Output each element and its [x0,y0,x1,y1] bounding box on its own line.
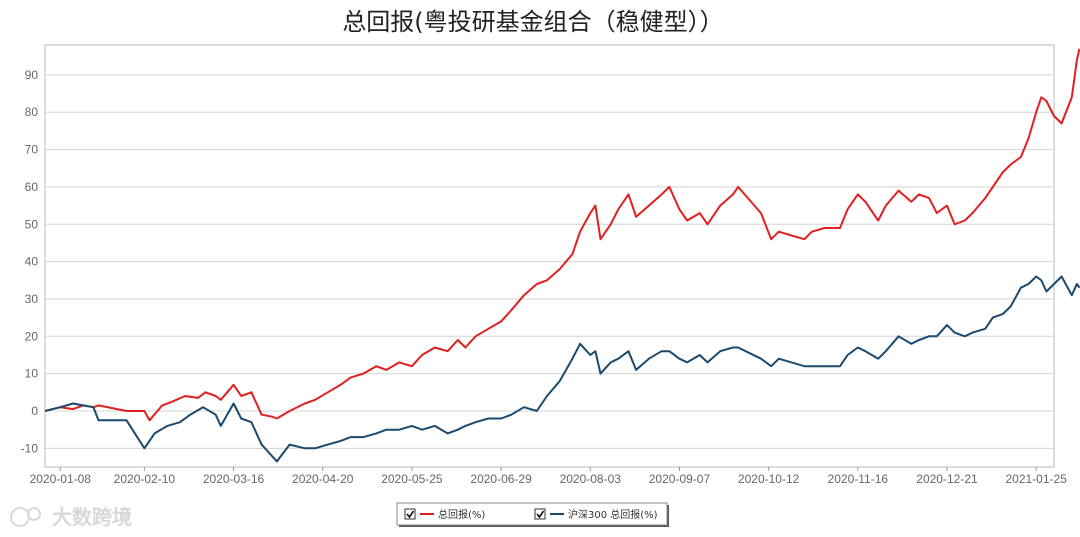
x-tick-label: 2020-10-12 [738,472,800,486]
x-tick-label: 2020-02-10 [114,472,176,486]
legend-checkbox[interactable] [534,508,546,520]
x-tick-label: 2020-11-16 [828,472,889,486]
y-tick-label: 70 [25,143,39,157]
x-tick-label: 2020-09-07 [649,472,711,486]
legend-checkbox[interactable] [404,508,416,520]
y-tick-label: 90 [25,68,39,82]
x-tick-label: 2020-05-25 [381,472,443,486]
x-tick-label: 2020-06-29 [470,472,532,486]
x-tick-label: 2021-01-25 [1005,472,1067,486]
y-tick-label: 50 [25,217,39,231]
y-tick-label: 30 [25,292,39,306]
plot-frame [44,44,1055,468]
legend-label: 总回报(%) [438,508,485,521]
x-tick-label: 2020-04-20 [292,472,354,486]
y-tick-label: 40 [25,255,39,269]
watermark-logo-icon-small [27,507,41,521]
y-tick-label: 80 [25,105,39,119]
y-tick-label: 60 [25,180,39,194]
y-tick-label: 10 [25,367,39,381]
legend-box [396,502,668,526]
x-tick-label: 2020-01-08 [30,472,92,486]
x-tick-label: 2020-08-03 [560,472,622,486]
x-tick-label: 2020-12-21 [916,472,978,486]
y-tick-label: 0 [31,404,38,418]
chart-title: 总回报(粤投研基金组合（稳健型）） [342,8,723,36]
grid-lines [45,74,1054,449]
x-tick-label: 2020-03-16 [203,472,265,486]
legend-checkbox-box[interactable] [404,508,416,520]
legend-label: 沪深300 总回报(%) [568,508,658,521]
x-axis: 2020-01-08 2020-02-10 2020-03-16 2020-04-20… [30,467,1067,486]
watermark: 大数跨境 [10,505,132,529]
watermark-logo-icon [10,507,30,527]
series-line-csi300-return [44,275,1080,463]
y-tick-label: 20 [25,329,39,343]
watermark-text: 大数跨境 [52,505,132,529]
series-line-total-return [44,48,1080,422]
check-icon [406,510,415,519]
y-tick-label: -10 [21,441,39,455]
y-axis: -10 0 10 20 30 40 50 60 70 80 90 [21,68,39,455]
legend: 总回报(%) 沪深300 总回报(%) [396,502,669,527]
series-layer [44,48,1080,463]
legend-checkbox-box[interactable] [534,508,546,520]
check-icon [536,510,545,519]
